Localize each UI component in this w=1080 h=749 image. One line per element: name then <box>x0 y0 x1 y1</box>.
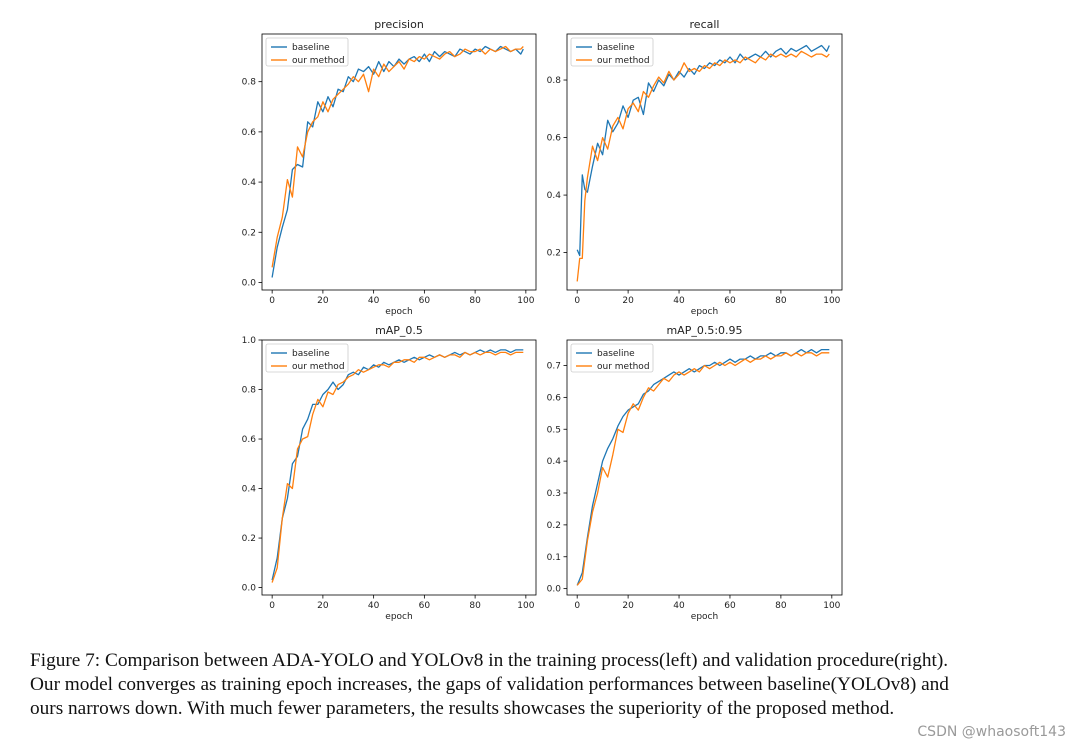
x-tick-label: 20 <box>317 296 329 306</box>
caption-line-2: Our model converges as training epoch in… <box>30 674 949 695</box>
y-tick-label: 1.0 <box>242 336 257 346</box>
y-tick-label: 0.2 <box>547 249 561 259</box>
legend-box <box>265 343 349 373</box>
chart-panel-4: mAP_0.5:0.95 0 20 40 60 80 100 0.0 0.1 0.2 0.3 0.4 0… <box>547 324 843 622</box>
y-tick-label: 0.2 <box>547 521 561 531</box>
x-tick-label: 100 <box>517 296 534 306</box>
y-tick-label: 0.6 <box>242 128 257 138</box>
y-tick-label: 0.8 <box>242 386 257 396</box>
x-tick-label: 80 <box>469 296 481 306</box>
x-tick-label: 100 <box>823 601 840 611</box>
chart-title: recall <box>690 18 720 31</box>
y-tick-label: 0.6 <box>547 393 562 403</box>
figure: precision 0 20 40 60 80 100 0.0 0.2 0.4 0.6 0.8 epoc… <box>242 18 843 622</box>
x-tick-label: 20 <box>622 601 634 611</box>
x-tick-label: 60 <box>419 601 431 611</box>
y-tick-label: 0.8 <box>547 76 562 86</box>
figure-7-charts: precision 0 20 40 60 80 100 0.0 0.2 0.4 0.6 0.8 epoc… <box>242 18 843 622</box>
x-tick-label: 100 <box>517 601 534 611</box>
x-tick-label: 60 <box>724 296 736 306</box>
series-line-our-method <box>576 50 830 282</box>
x-tick-label: 20 <box>317 601 329 611</box>
x-tick-label: 0 <box>574 296 580 306</box>
x-tick-label: 40 <box>368 601 380 611</box>
series-line-baseline <box>576 348 830 586</box>
legend-label-baseline: baseline <box>292 349 330 359</box>
series-line-baseline <box>271 349 524 581</box>
x-axis-label: epoch <box>691 307 718 317</box>
y-tick-label: 0.6 <box>242 435 257 445</box>
y-tick-label: 0.4 <box>547 457 562 467</box>
series-line-our-method <box>271 351 524 583</box>
plot-frame <box>566 339 843 596</box>
legend-box <box>265 37 349 67</box>
x-tick-label: 0 <box>574 601 580 611</box>
chart-title: mAP_0.5 <box>375 324 423 337</box>
legend-label-baseline: baseline <box>292 43 330 53</box>
chart-panel-2: recall 0 20 40 60 80 100 0.2 0.4 0.6 0.8 epoch basel… <box>547 18 843 317</box>
y-tick-label: 0.0 <box>242 584 257 594</box>
x-tick-label: 20 <box>622 296 634 306</box>
y-tick-label: 0.3 <box>547 489 561 499</box>
x-tick-label: 0 <box>269 296 275 306</box>
y-tick-label: 0.1 <box>547 553 561 563</box>
y-tick-label: 0.8 <box>242 78 257 88</box>
legend-label-baseline: baseline <box>597 43 635 53</box>
chart-panel-3: mAP_0.5 0 20 40 60 80 100 0.0 0.2 0.4 0.6 0.8 1.0 epo… <box>242 324 537 622</box>
series-line-baseline <box>576 44 830 257</box>
x-axis-label: epoch <box>691 612 718 622</box>
x-tick-label: 80 <box>775 296 787 306</box>
x-tick-label: 80 <box>775 601 787 611</box>
plot-frame <box>566 33 843 291</box>
legend-label-our-method: our method <box>292 362 345 372</box>
watermark: CSDN @whaosoft143 <box>917 724 1066 740</box>
y-tick-label: 0.2 <box>242 534 256 544</box>
x-tick-label: 40 <box>673 296 685 306</box>
x-tick-label: 80 <box>469 601 481 611</box>
x-tick-label: 0 <box>269 601 275 611</box>
legend-label-baseline: baseline <box>597 349 635 359</box>
y-tick-label: 0.5 <box>547 425 561 435</box>
x-tick-label: 60 <box>724 601 736 611</box>
legend-label-our-method: our method <box>292 56 345 66</box>
legend-box <box>570 343 654 373</box>
caption-line-3: ours narrows down. With much fewer param… <box>30 698 895 719</box>
x-axis-label: epoch <box>385 612 412 622</box>
x-tick-label: 40 <box>368 296 380 306</box>
series-line-baseline <box>271 45 524 278</box>
legend-box <box>570 37 654 67</box>
y-tick-label: 0.4 <box>242 485 257 495</box>
legend-label-our-method: our method <box>597 362 650 372</box>
chart-title: precision <box>374 18 424 31</box>
y-tick-label: 0.6 <box>547 134 562 144</box>
y-tick-label: 0.4 <box>242 178 257 188</box>
figure-caption: Figure 7: Comparison between ADA-YOLO an… <box>30 649 1070 721</box>
y-tick-label: 0.4 <box>547 191 562 201</box>
plot-frame <box>261 33 537 291</box>
caption-line-1: Figure 7: Comparison between ADA-YOLO an… <box>30 650 949 671</box>
x-tick-label: 60 <box>419 296 431 306</box>
x-axis-label: epoch <box>385 307 412 317</box>
plot-frame <box>261 339 537 596</box>
x-tick-label: 100 <box>823 296 840 306</box>
chart-title: mAP_0.5:0.95 <box>666 324 742 337</box>
series-line-our-method <box>576 352 830 586</box>
legend-label-our-method: our method <box>597 56 650 66</box>
y-tick-label: 0.2 <box>242 228 256 238</box>
series-line-our-method <box>271 45 524 268</box>
y-tick-label: 0.7 <box>547 362 561 372</box>
y-tick-label: 0.0 <box>547 585 562 595</box>
y-tick-label: 0.0 <box>242 278 257 288</box>
chart-panel-1: precision 0 20 40 60 80 100 0.0 0.2 0.4 0.6 0.8 epoc… <box>242 18 537 317</box>
x-tick-label: 40 <box>673 601 685 611</box>
